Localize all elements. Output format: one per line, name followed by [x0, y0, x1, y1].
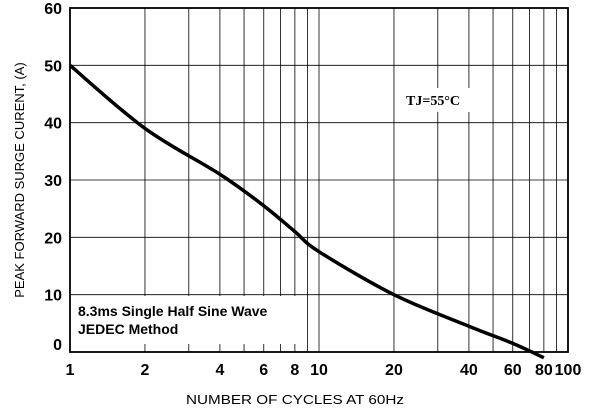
- x-tick-label: 40: [460, 362, 478, 379]
- y-tick-labels: 0 10 20 30 40 50 60: [44, 1, 62, 354]
- plot-frame: [69, 7, 569, 353]
- x-tick-label: 4: [215, 362, 224, 379]
- grid-lines: [70, 7, 568, 353]
- y-tick-label: 0: [53, 337, 62, 354]
- y-tick-label: 10: [44, 288, 62, 305]
- x-tick-label: 60: [504, 362, 522, 379]
- x-tick-labels: 1 2 4 6 8 10 20 40 60 80 100: [66, 362, 582, 379]
- method-note-box: [72, 296, 302, 344]
- x-tick-label: 6: [259, 362, 268, 379]
- method-note-line1: 8.3ms Single Half Sine Wave: [78, 303, 268, 319]
- y-tick-label: 50: [44, 58, 62, 75]
- x-tick-label: 8: [290, 362, 299, 379]
- y-axis-label: PEAK FORWARD SURGE CURENT, (A): [12, 62, 27, 297]
- x-axis-label: NUMBER OF CYCLES AT 60Hz: [186, 392, 404, 407]
- method-note-line2: JEDEC Method: [78, 321, 178, 337]
- y-tick-label: 40: [44, 116, 62, 133]
- x-tick-label: 1: [66, 362, 75, 379]
- y-tick-label: 20: [44, 230, 62, 247]
- y-tick-label: 30: [44, 173, 62, 190]
- y-tick-label: 60: [44, 1, 62, 18]
- tj-annotation: TJ=55°C: [406, 94, 460, 109]
- condition-box: [400, 88, 492, 112]
- x-tick-label: 10: [310, 362, 328, 379]
- x-tick-label: 100: [555, 362, 582, 379]
- x-tick-label: 2: [141, 362, 150, 379]
- x-tick-label: 20: [385, 362, 403, 379]
- surge-curve: [68, 63, 545, 360]
- x-tick-label: 80: [535, 362, 553, 379]
